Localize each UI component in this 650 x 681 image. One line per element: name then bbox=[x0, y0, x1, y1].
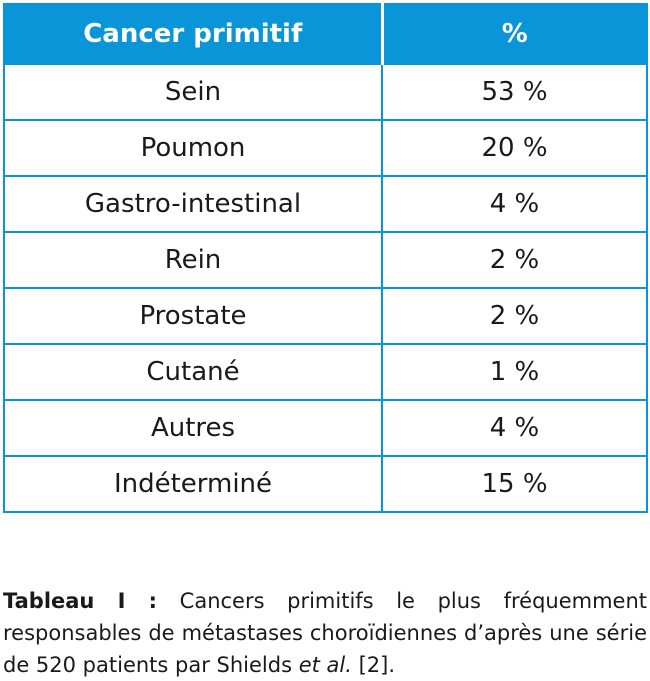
table-row: Poumon 20 % bbox=[3, 119, 648, 177]
cancer-cell: Prostate bbox=[3, 287, 383, 345]
percent-cell: 1 % bbox=[381, 343, 648, 401]
cancer-cell: Indéterminé bbox=[3, 455, 383, 513]
table-row: Autres 4 % bbox=[3, 399, 648, 457]
caption-italic: et al. bbox=[298, 653, 352, 677]
table-header-row: Cancer primitif % bbox=[3, 3, 648, 65]
column-header-cancer: Cancer primitif bbox=[3, 3, 384, 65]
percent-cell: 20 % bbox=[381, 119, 648, 177]
percent-cell: 53 % bbox=[381, 63, 648, 121]
table-row: Sein 53 % bbox=[3, 63, 648, 121]
cancer-cell: Gastro-intestinal bbox=[3, 175, 383, 233]
column-header-percent: % bbox=[381, 3, 648, 65]
percent-cell: 2 % bbox=[381, 231, 648, 289]
table-row: Rein 2 % bbox=[3, 231, 648, 289]
table-caption: Tableau I : Cancers primitifs le plus fr… bbox=[3, 585, 647, 681]
cancer-cell: Autres bbox=[3, 399, 383, 457]
percent-cell: 2 % bbox=[381, 287, 648, 345]
cancer-cell: Poumon bbox=[3, 119, 383, 177]
metastasis-table: Cancer primitif % Sein 53 % Poumon 20 % … bbox=[3, 3, 648, 513]
table-row: Gastro-intestinal 4 % bbox=[3, 175, 648, 233]
cancer-cell: Cutané bbox=[3, 343, 383, 401]
table-row: Indéterminé 15 % bbox=[3, 455, 648, 513]
percent-cell: 4 % bbox=[381, 175, 648, 233]
table-row: Prostate 2 % bbox=[3, 287, 648, 345]
caption-label: Tableau I : bbox=[3, 589, 158, 613]
cancer-cell: Sein bbox=[3, 63, 383, 121]
cancer-cell: Rein bbox=[3, 231, 383, 289]
percent-cell: 4 % bbox=[381, 399, 648, 457]
table-row: Cutané 1 % bbox=[3, 343, 648, 401]
caption-reference: [2]. bbox=[351, 653, 396, 677]
percent-cell: 15 % bbox=[381, 455, 648, 513]
